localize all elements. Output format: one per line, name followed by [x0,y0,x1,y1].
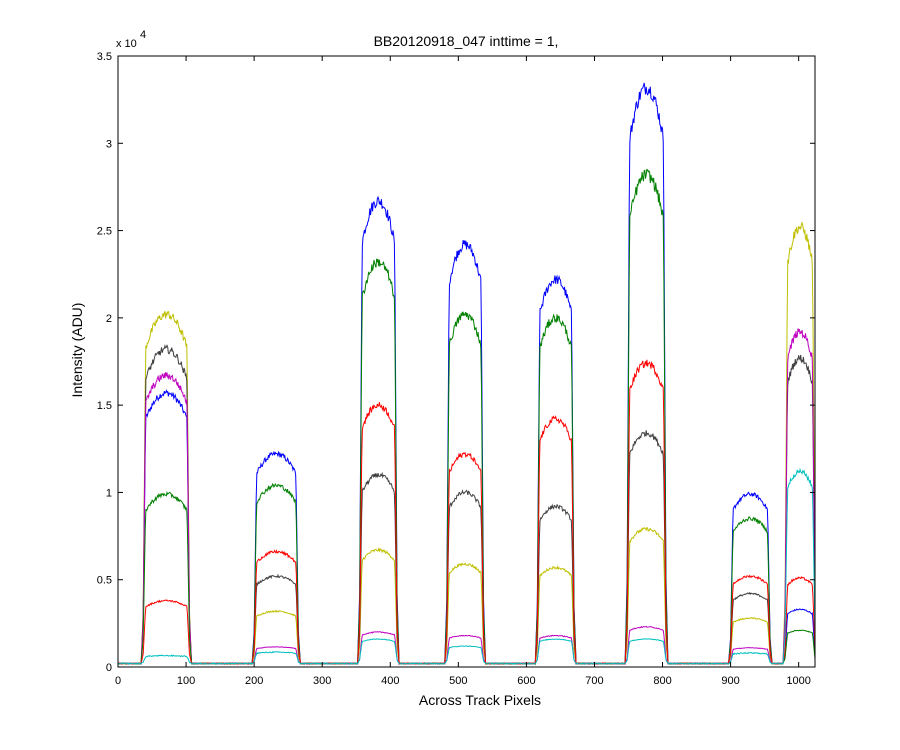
x-tick-label: 100 [177,675,195,687]
y-tick-label: 3 [106,138,112,150]
x-tick-label: 400 [381,675,399,687]
y-tick-label: 2.5 [97,226,112,238]
series-layer [118,82,815,666]
y-tick-label: 0.5 [97,575,112,587]
x-tick-label: 300 [313,675,331,687]
y-tick-label: 2 [106,313,112,325]
y-tick-label: 1.5 [97,400,112,412]
chart-title: BB20120918_047 inttime = 1, [374,33,559,49]
plot-frame [117,55,816,668]
plot-area [118,56,815,667]
x-tick-label: 700 [585,675,603,687]
y-exponent-base: x 10 [116,38,137,50]
y-tick-label: 3.5 [97,51,112,63]
x-tick-label: 500 [449,675,467,687]
y-exponent-power: 4 [140,29,146,41]
x-tick-label: 800 [653,675,671,687]
x-tick-label: 900 [721,675,739,687]
ticks-layer: 0 100 200 300 400 500 600 700 800 900 1000 0 0.5 1 1.5… [97,51,815,687]
series-group [118,82,815,666]
y-tick-label: 0 [106,662,112,674]
x-tick-label: 0 [115,675,121,687]
x-tick-label: 600 [517,675,535,687]
series-line [118,467,815,665]
x-tick-label: 200 [245,675,263,687]
x-axis-title: Across Track Pixels [419,692,541,708]
y-tick-label: 1 [106,487,112,499]
y-axis-title: Intensity (ADU) [69,303,85,398]
x-tick-label: 1000 [786,675,810,687]
